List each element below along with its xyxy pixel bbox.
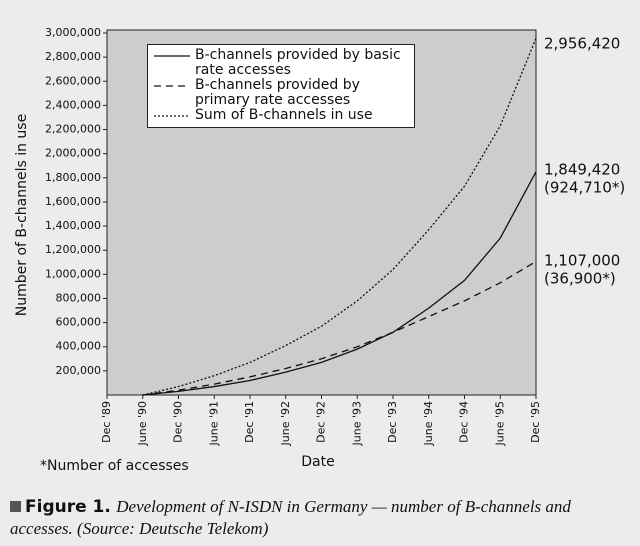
y-tick-label: 800,000 — [56, 291, 102, 304]
y-tick-label: 600,000 — [56, 316, 102, 329]
y-tick-label: 2,800,000 — [45, 50, 101, 63]
legend-label: B-channels provided by basic rate access… — [195, 47, 401, 78]
y-tick-label: 200,000 — [56, 364, 102, 377]
x-tick-label: Dec '89 — [100, 401, 113, 443]
caption-text: Development of N-ISDN in Germany — numbe… — [10, 497, 571, 538]
legend-item: B-channels provided by basic rate access… — [154, 48, 408, 78]
y-tick-label: 1,000,000 — [45, 267, 101, 280]
series-line — [142, 171, 537, 396]
annotation: 2,956,420 — [544, 35, 620, 53]
x-tick-label: June '91 — [207, 401, 220, 446]
y-tick-label: 1,200,000 — [45, 243, 101, 256]
series-line — [142, 260, 537, 396]
x-tick-label: Dec '92 — [315, 401, 328, 443]
x-tick-label: June '95 — [493, 401, 506, 446]
y-tick-label: 1,400,000 — [45, 219, 101, 232]
legend: B-channels provided by basic rate access… — [147, 44, 415, 128]
x-tick-label: June '90 — [136, 401, 149, 446]
x-tick-label: June '94 — [422, 401, 435, 446]
annotation: 1,107,000 — [544, 252, 620, 270]
x-axis-label: Date — [301, 454, 334, 470]
y-tick-label: 1,600,000 — [45, 195, 101, 208]
caption-label: Figure 1. — [25, 497, 111, 517]
legend-swatch — [154, 115, 190, 117]
y-tick-label: 2,200,000 — [45, 123, 101, 136]
y-tick-label: 3,000,000 — [45, 26, 101, 39]
caption-icon — [10, 501, 21, 512]
x-tick-label: Dec '90 — [172, 401, 185, 443]
annotation: 1,849,420 — [544, 161, 620, 179]
annotation: (924,710*) — [544, 179, 625, 197]
annotation: (36,900*) — [544, 270, 616, 288]
series-line — [142, 38, 537, 396]
y-tick-label: 2,400,000 — [45, 98, 101, 111]
legend-item: B-channels provided by primary rate acce… — [154, 78, 408, 108]
y-tick-label: 1,800,000 — [45, 171, 101, 184]
y-tick-label: 400,000 — [56, 340, 102, 353]
x-tick-label: June '93 — [350, 401, 363, 446]
y-tick-label: 2,000,000 — [45, 147, 101, 160]
legend-swatch — [154, 85, 190, 87]
x-tick-label: Dec '93 — [386, 401, 399, 443]
legend-label: B-channels provided by primary rate acce… — [195, 77, 360, 108]
footnote: *Number of accesses — [40, 458, 189, 474]
legend-item: Sum of B-channels in use — [154, 108, 408, 123]
legend-label: Sum of B-channels in use — [195, 107, 373, 123]
y-axis-label: Number of B-channels in use — [14, 114, 30, 316]
legend-swatch — [154, 55, 190, 57]
x-tick-label: Dec '91 — [243, 401, 256, 443]
x-tick-label: Dec '94 — [458, 401, 471, 443]
y-tick-label: 2,600,000 — [45, 74, 101, 87]
caption: Figure 1. Development of N-ISDN in Germa… — [10, 496, 630, 540]
x-tick-label: Dec '95 — [529, 401, 542, 443]
x-tick-label: June '92 — [279, 401, 292, 446]
